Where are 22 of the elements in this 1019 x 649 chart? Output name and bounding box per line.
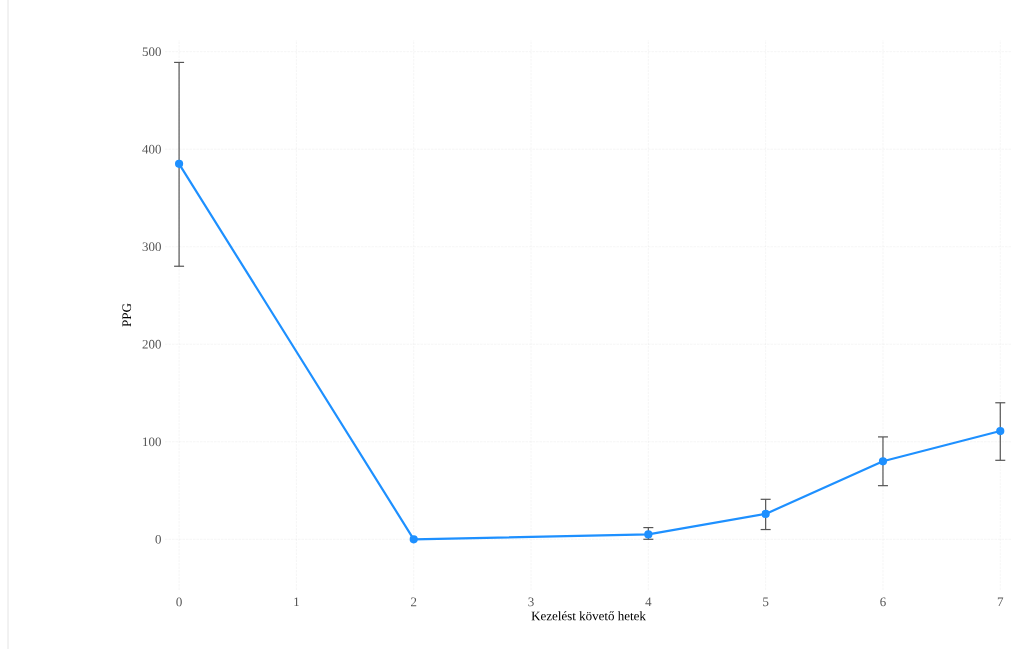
y-axis-title: PPG <box>122 303 132 327</box>
point <box>644 530 653 539</box>
x-tick-label: 3 <box>528 597 534 607</box>
x-tick-label: 2 <box>411 597 417 607</box>
x-axis-title: Kezelést követő hetek <box>531 611 646 621</box>
point <box>996 426 1005 436</box>
point <box>878 457 888 466</box>
y-tick-label: 500 <box>142 47 161 57</box>
y-tick-label: 300 <box>142 242 161 252</box>
y-tick-label: 100 <box>143 437 161 447</box>
x-tick-label: 0 <box>176 597 182 607</box>
x-tick-label: 1 <box>294 597 299 607</box>
x-tick-label: 4 <box>645 597 652 607</box>
x-tick-label: 6 <box>880 597 886 607</box>
y-tick-label: 200 <box>142 339 161 349</box>
point <box>761 509 770 519</box>
y-tick-label: 400 <box>142 144 161 154</box>
point <box>409 535 418 544</box>
x-tick-label: 5 <box>763 597 769 607</box>
x-tick-label: 7 <box>997 597 1004 607</box>
point <box>174 159 184 168</box>
y-tick-label: 0 <box>155 534 161 544</box>
